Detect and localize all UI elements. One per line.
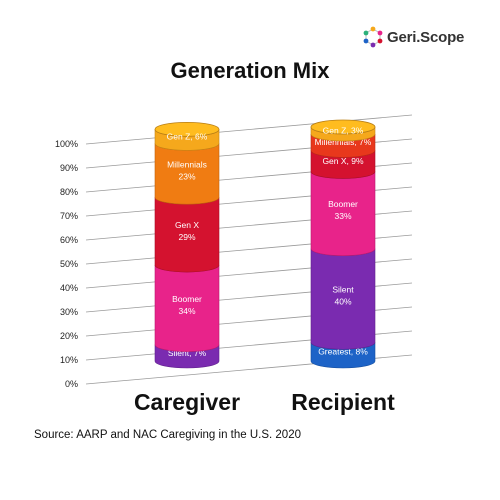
brand-name: Geri.Scope (387, 28, 465, 46)
data-label: Gen X, 9% (322, 156, 364, 166)
source-note: Source: AARP and NAC Caregiving in the U… (34, 429, 301, 441)
data-label: Boomer 33% (328, 199, 358, 221)
data-label: Millennials 23% (167, 159, 207, 181)
brand-logo: Geri.Scope (362, 26, 464, 48)
y-tick-label: 40% (60, 283, 78, 293)
category-label: Caregiver (134, 389, 240, 415)
y-tick-label: 80% (60, 187, 78, 197)
gridline (85, 114, 413, 145)
data-label: Gen Z, 3% (323, 126, 364, 136)
y-tick-label: 90% (60, 163, 78, 173)
y-tick-label: 70% (60, 211, 78, 221)
y-tick-label: 50% (60, 259, 78, 269)
bar-top-cap (310, 119, 376, 135)
bar-top-cap (154, 121, 220, 137)
bar-stack: Greatest, 8% Silent 40% Boomer 33% Gen X, 9% M… (310, 119, 376, 369)
y-tick-label: 0% (65, 379, 78, 389)
data-label: Boomer 34% (172, 294, 202, 316)
y-tick-label: 100% (55, 139, 78, 149)
data-label: Silent, 7% (168, 348, 207, 358)
y-tick-label: 20% (60, 331, 78, 341)
data-label: Millennials, 7% (315, 137, 372, 147)
bar-stack: Silent, 7% Boomer 34% Gen X 29% Millennials 23… (154, 121, 220, 369)
category-label: Recipient (291, 389, 395, 415)
y-tick-label: 60% (60, 235, 78, 245)
data-label: Greatest, 8% (318, 347, 368, 357)
data-label: Gen X 29% (175, 220, 199, 242)
molecule-logo-icon (363, 26, 383, 48)
data-label: Silent 40% (332, 284, 354, 306)
y-tick-label: 30% (60, 307, 78, 317)
chart-title: Generation Mix (170, 58, 330, 83)
data-label: Gen Z, 6% (167, 131, 208, 141)
y-tick-label: 10% (60, 355, 78, 365)
